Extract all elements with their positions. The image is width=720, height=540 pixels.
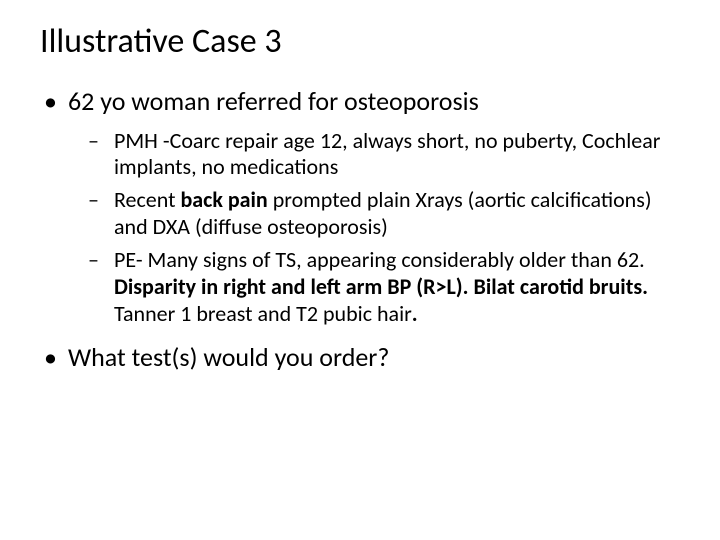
bullet-list-level2: PMH -Coarc repair age 12, always short, … [68,128,680,328]
slide-title: Illustrative Case 3 [40,22,680,61]
slide: Illustrative Case 3 62 yo woman referred… [0,0,720,540]
bullet-text: PMH -Coarc repair age 12, always short, … [114,127,660,181]
bold-text: . [412,300,418,327]
bold-text: Disparity in right and left arm BP (R>L)… [114,273,648,300]
bold-text: back pain [180,186,267,213]
bullet-text: What test(s) would you order? [68,341,389,373]
list-item: PMH -Coarc repair age 12, always short, … [108,128,680,182]
list-item: 62 yo woman referred for osteoporosis PM… [62,85,680,327]
list-item: Recent back pain prompted plain Xrays (a… [108,187,680,241]
bullet-text: PE- Many signs of TS, appearing consider… [114,246,645,273]
bullet-list-level1: 62 yo woman referred for osteoporosis PM… [40,85,680,374]
bullet-text: Tanner 1 breast and T2 pubic hair [114,300,412,327]
list-item: What test(s) would you order? [62,341,680,374]
bullet-text: Recent [114,186,180,213]
bullet-text: 62 yo woman referred for osteoporosis [68,85,479,117]
list-item: PE- Many signs of TS, appearing consider… [108,247,680,327]
